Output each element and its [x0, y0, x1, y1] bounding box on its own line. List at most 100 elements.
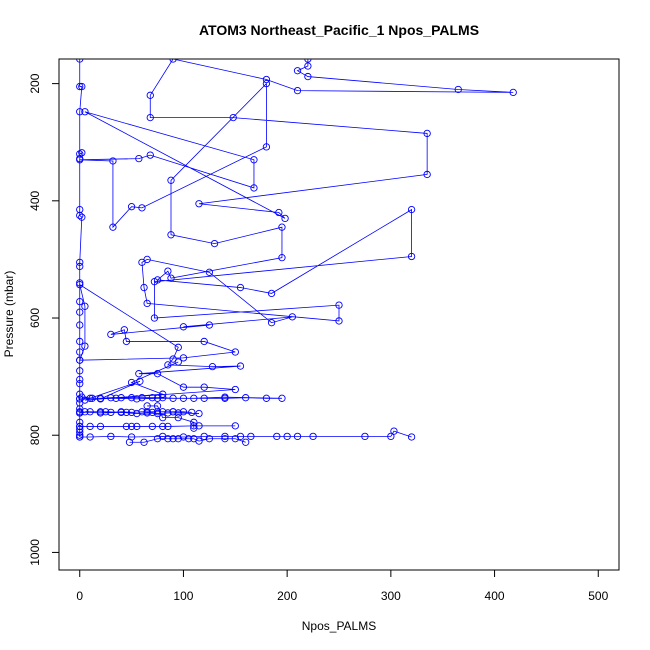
- y-tick-label: 400: [28, 190, 42, 210]
- data-point: [76, 108, 84, 116]
- data-point: [169, 394, 177, 402]
- data-point: [140, 283, 148, 292]
- data-point: [407, 252, 416, 261]
- plot-frame: [58, 58, 620, 571]
- data-point: [150, 314, 159, 322]
- data-point: [112, 394, 120, 402]
- data-point: [138, 394, 146, 402]
- data-point: [262, 394, 271, 402]
- data-point: [76, 422, 84, 431]
- data-point: [135, 370, 143, 378]
- data-point: [76, 262, 84, 271]
- y-tick-label: 1000: [28, 539, 42, 566]
- data-point: [309, 432, 317, 441]
- x-tick-label: 100: [173, 589, 193, 603]
- data-point: [210, 239, 219, 248]
- data-point: [205, 268, 214, 276]
- data-point: [242, 394, 250, 402]
- series-7: [125, 435, 250, 446]
- data-point: [76, 433, 84, 441]
- data-point: [78, 82, 86, 91]
- data-point: [76, 321, 84, 329]
- x-tick-label: 0: [76, 589, 83, 603]
- data-point: [361, 432, 369, 441]
- data-point: [278, 223, 286, 231]
- data-point: [231, 435, 239, 443]
- data-point: [76, 308, 84, 316]
- series-8: [76, 408, 203, 418]
- data-point: [78, 213, 86, 221]
- data-point: [278, 394, 286, 402]
- data-point: [509, 88, 517, 97]
- data-point: [138, 408, 146, 416]
- data-point: [86, 394, 94, 402]
- data-point: [76, 337, 84, 346]
- data-point: [127, 203, 136, 211]
- x-axis-label: Npos_PALMS: [302, 619, 376, 633]
- data-point: [283, 432, 291, 441]
- data-point: [76, 82, 84, 91]
- data-point: [153, 435, 162, 443]
- y-tick-label: 600: [28, 308, 42, 328]
- data-point: [76, 205, 84, 214]
- data-point: [167, 274, 175, 282]
- data-point: [275, 208, 283, 217]
- data-point: [107, 394, 115, 402]
- data-point: [190, 394, 198, 402]
- data-point: [81, 108, 89, 116]
- data-point: [242, 438, 250, 446]
- data-point: [179, 394, 188, 402]
- data-point: [174, 358, 182, 366]
- data-point: [146, 113, 154, 122]
- data-point: [221, 432, 229, 441]
- data-point: [167, 176, 175, 184]
- data-point: [164, 409, 172, 417]
- data-point: [200, 394, 208, 402]
- data-point: [76, 297, 84, 306]
- data-point: [205, 435, 214, 443]
- data-point: [179, 354, 188, 362]
- data-point: [146, 151, 154, 159]
- data-point: [76, 258, 84, 266]
- data-point: [76, 59, 84, 63]
- data-point: [102, 408, 110, 416]
- data-point: [390, 427, 398, 435]
- data-point: [76, 431, 84, 439]
- data-point: [250, 156, 258, 164]
- data-point: [127, 422, 136, 431]
- data-point: [169, 59, 177, 63]
- data-point: [267, 289, 276, 298]
- data-point: [281, 214, 289, 223]
- data-point: [164, 422, 172, 431]
- data-point: [221, 393, 229, 401]
- data-point: [236, 362, 245, 370]
- data-point: [184, 435, 193, 443]
- data-point: [159, 408, 167, 416]
- data-point: [174, 343, 182, 351]
- data-point: [179, 323, 188, 331]
- data-point: [88, 394, 96, 402]
- data-point: [231, 348, 239, 356]
- data-point: [273, 432, 281, 441]
- data-point: [96, 409, 105, 417]
- data-point: [109, 157, 117, 165]
- data-point: [76, 428, 84, 436]
- data-point: [454, 85, 462, 94]
- data-point: [133, 395, 141, 403]
- x-tick-label: 300: [381, 589, 401, 603]
- data-point: [76, 395, 84, 403]
- data-point: [262, 143, 271, 151]
- data-point: [159, 422, 167, 431]
- data-point: [133, 409, 141, 418]
- data-point: [146, 91, 154, 99]
- data-point: [148, 422, 156, 431]
- data-point: [86, 422, 94, 431]
- data-point: [143, 299, 151, 308]
- data-point: [293, 432, 302, 441]
- data-point: [81, 302, 89, 310]
- data-point: [200, 383, 208, 391]
- data-point: [76, 379, 84, 388]
- data-point: [293, 86, 302, 95]
- data-point: [247, 432, 255, 441]
- series-line: [79, 59, 514, 401]
